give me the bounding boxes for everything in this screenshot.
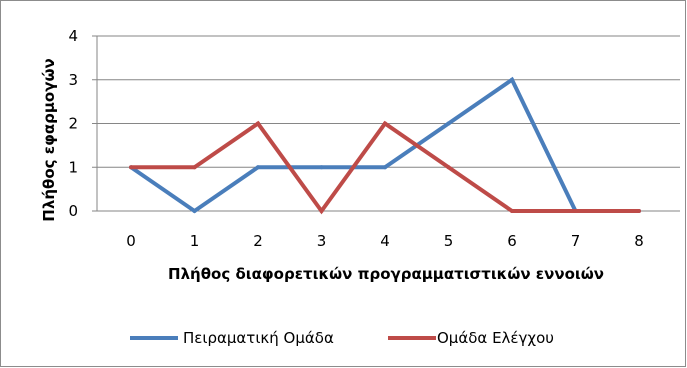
series-lines bbox=[129, 76, 641, 215]
data-point-series-2 bbox=[383, 121, 387, 126]
data-point-series-1 bbox=[446, 121, 451, 126]
x-tick-label: 7 bbox=[571, 232, 581, 250]
x-tick-label: 6 bbox=[507, 232, 517, 250]
data-point-series-1 bbox=[256, 165, 260, 170]
series-line-1 bbox=[129, 76, 639, 214]
data-point-series-2 bbox=[637, 209, 641, 213]
legend-label-series-1: Πειραματική Ομάδα bbox=[183, 329, 334, 347]
data-point-series-1 bbox=[192, 209, 197, 213]
data-point-series-1 bbox=[319, 165, 324, 170]
y-tick-label: 3 bbox=[68, 71, 78, 89]
x-tick-label: 8 bbox=[634, 232, 644, 250]
data-point-series-2 bbox=[192, 165, 197, 170]
data-point-series-2 bbox=[446, 165, 451, 170]
legend: Πειραματική Ομάδα Ομάδα Ελέγχου bbox=[130, 329, 554, 347]
x-tick-label: 1 bbox=[190, 232, 200, 250]
data-point-series-2 bbox=[573, 209, 578, 213]
y-tick-label: 1 bbox=[68, 158, 78, 176]
data-point-series-1 bbox=[383, 165, 387, 170]
legend-label-series-2: Ομάδα Ελέγχου bbox=[437, 329, 554, 347]
x-axis-title: Πλήθος διαφορετικών προγραμματιστικών εν… bbox=[168, 265, 604, 283]
x-tick-label: 2 bbox=[253, 232, 263, 250]
y-axis-title: Πλήθος εφαρμογών bbox=[40, 58, 58, 221]
x-tick-label: 0 bbox=[126, 232, 136, 250]
data-point-series-1 bbox=[510, 77, 514, 82]
y-tick-label: 0 bbox=[68, 202, 78, 220]
x-tick-label: 5 bbox=[444, 232, 454, 250]
data-point-series-2 bbox=[319, 209, 324, 213]
y-tick-label: 2 bbox=[68, 115, 78, 133]
x-tick-label: 3 bbox=[317, 232, 327, 250]
gridlines bbox=[97, 35, 680, 168]
data-point-series-2 bbox=[129, 165, 133, 170]
tick-labels: 0 1 2 3 4 0 1 2 3 4 5 6 7 8 bbox=[68, 27, 643, 250]
data-point-series-2 bbox=[510, 209, 514, 213]
data-point-series-2 bbox=[256, 121, 260, 126]
y-tick-label: 4 bbox=[68, 27, 78, 45]
x-tick-label: 4 bbox=[380, 232, 390, 250]
